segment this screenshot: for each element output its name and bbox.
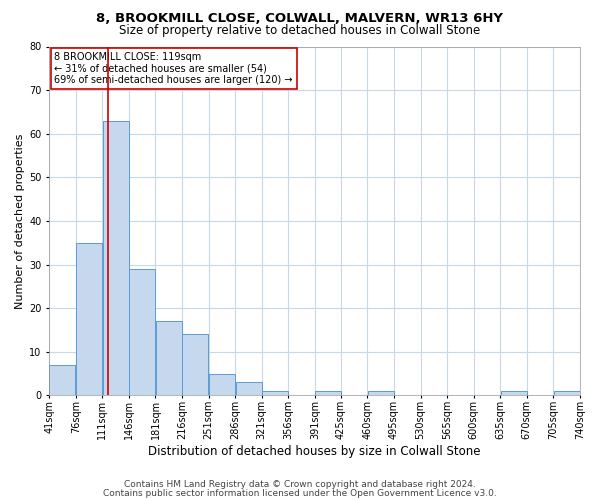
Bar: [554, 391, 580, 396]
Text: 8 BROOKMILL CLOSE: 119sqm
← 31% of detached houses are smaller (54)
69% of semi-: 8 BROOKMILL CLOSE: 119sqm ← 31% of detac…: [55, 52, 293, 85]
Bar: [315, 391, 341, 396]
Bar: [262, 391, 288, 396]
Text: 8, BROOKMILL CLOSE, COLWALL, MALVERN, WR13 6HY: 8, BROOKMILL CLOSE, COLWALL, MALVERN, WR…: [97, 12, 503, 26]
Bar: [368, 391, 394, 396]
Bar: [500, 391, 527, 396]
Bar: [209, 374, 235, 396]
Text: Size of property relative to detached houses in Colwall Stone: Size of property relative to detached ho…: [119, 24, 481, 37]
Bar: [156, 322, 182, 396]
Bar: [129, 269, 155, 396]
Text: Contains HM Land Registry data © Crown copyright and database right 2024.: Contains HM Land Registry data © Crown c…: [124, 480, 476, 489]
Bar: [182, 334, 208, 396]
Bar: [103, 120, 128, 396]
X-axis label: Distribution of detached houses by size in Colwall Stone: Distribution of detached houses by size …: [148, 444, 481, 458]
Bar: [49, 365, 76, 396]
Bar: [236, 382, 262, 396]
Text: Contains public sector information licensed under the Open Government Licence v3: Contains public sector information licen…: [103, 489, 497, 498]
Y-axis label: Number of detached properties: Number of detached properties: [15, 134, 25, 308]
Bar: [76, 243, 102, 396]
